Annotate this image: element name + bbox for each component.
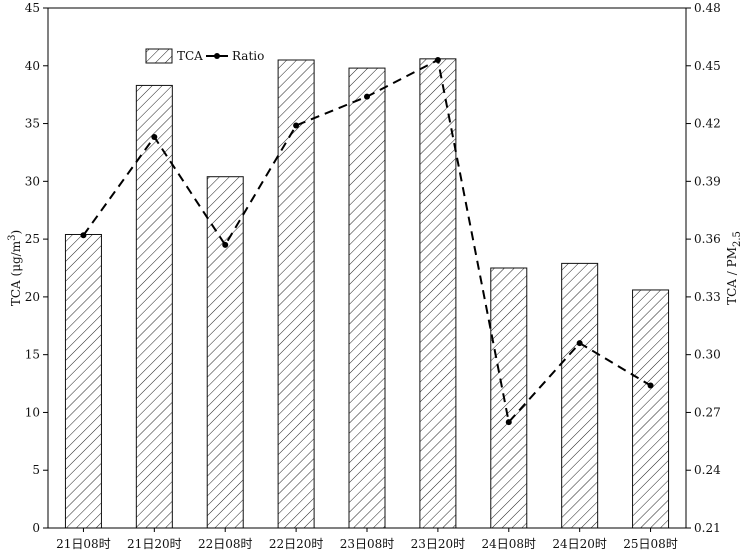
bar-tca xyxy=(632,289,670,529)
right-tick-label: 0.33 xyxy=(694,290,721,304)
legend-tca-label: TCA xyxy=(177,49,203,63)
x-tick-label: 25日08时 xyxy=(623,537,678,551)
ratio-point xyxy=(222,241,229,248)
ratio-point xyxy=(576,340,583,347)
right-tick-label: 0.27 xyxy=(694,405,721,419)
x-tick-label: 23日08时 xyxy=(340,537,395,551)
x-tick-label: 24日08时 xyxy=(482,537,537,551)
right-tick-label: 0.21 xyxy=(694,521,721,535)
bar-tca xyxy=(419,58,457,529)
right-tick-label: 0.39 xyxy=(694,174,721,188)
x-tick-label: 21日20时 xyxy=(127,537,182,551)
right-tick-label: 0.42 xyxy=(694,117,721,131)
left-tick-label: 40 xyxy=(25,59,40,73)
x-tick-label: 24日20时 xyxy=(552,537,607,551)
right-tick-label: 0.30 xyxy=(694,348,721,362)
legend-ratio-marker xyxy=(214,53,220,59)
right-tick-label: 0.36 xyxy=(694,232,721,246)
ratio-point xyxy=(151,134,158,141)
bar-tca xyxy=(64,233,102,529)
bar-tca xyxy=(135,84,173,529)
ratio-point xyxy=(647,382,654,389)
left-tick-label: 15 xyxy=(25,348,40,362)
ratio-point xyxy=(80,232,87,239)
ratio-point xyxy=(293,122,300,129)
right-tick-label: 0.48 xyxy=(694,1,721,15)
right-tick-label: 0.24 xyxy=(694,463,721,477)
x-tick-label: 21日08时 xyxy=(56,537,111,551)
left-tick-label: 30 xyxy=(25,174,40,188)
left-tick-label: 35 xyxy=(25,117,40,131)
left-tick-label: 5 xyxy=(32,463,40,477)
x-tick-label: 22日08时 xyxy=(198,537,253,551)
ratio-point xyxy=(364,93,370,100)
y-axis-right-title: TCA / PM2.5 xyxy=(725,231,743,305)
right-tick-label: 0.45 xyxy=(694,59,721,73)
x-tick-label: 22日20时 xyxy=(269,537,324,551)
left-tick-label: 25 xyxy=(25,232,40,246)
ratio-point xyxy=(505,419,512,426)
x-tick-label: 23日20时 xyxy=(411,537,466,551)
bar-tca xyxy=(490,267,528,529)
left-tick-label: 0 xyxy=(32,521,40,535)
y-axis-left-title: TCA (μg/m3) xyxy=(7,230,23,306)
bar-tca xyxy=(561,262,599,529)
left-tick-label: 20 xyxy=(25,290,40,304)
bar-tca xyxy=(277,59,315,529)
legend-ratio-label: Ratio xyxy=(232,49,264,63)
left-tick-label: 10 xyxy=(25,405,40,419)
ratio-point xyxy=(434,57,441,63)
bar-tca xyxy=(348,67,386,529)
bar-tca xyxy=(206,176,244,529)
legend-tca-swatch xyxy=(145,48,173,64)
left-tick-label: 45 xyxy=(25,1,40,15)
